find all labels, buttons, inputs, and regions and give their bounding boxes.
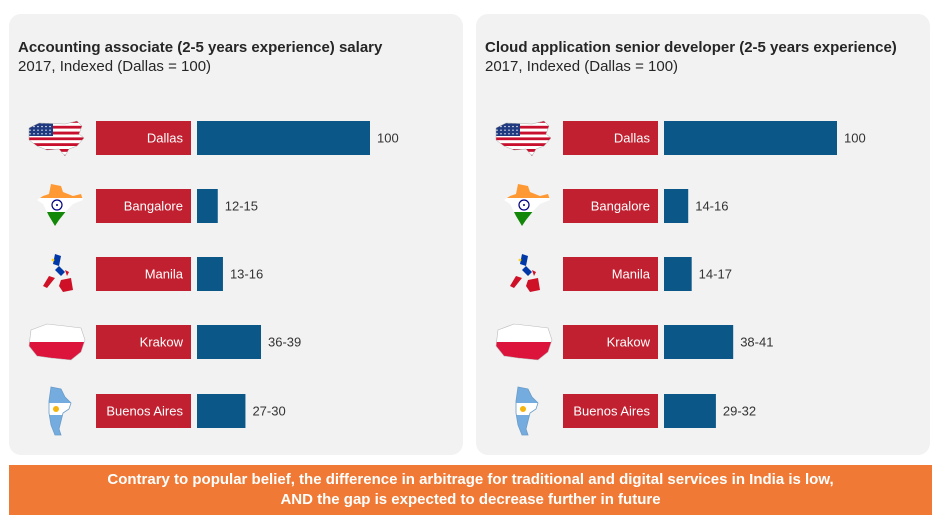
chart-title: Accounting associate (2-5 years experien… xyxy=(18,39,383,56)
india-flag-map-icon xyxy=(504,184,550,226)
city-label-box xyxy=(96,325,191,359)
city-label: Manila xyxy=(145,267,184,282)
value-label: 14-16 xyxy=(695,199,728,214)
data-bar xyxy=(664,189,689,223)
bar-chart-cloud-developer: Dallas 100 Bangalore 14-16 Manila 14-17 Krakow… xyxy=(495,120,866,436)
data-bar xyxy=(664,257,692,291)
value-label: 100 xyxy=(377,131,399,146)
data-bar xyxy=(197,394,246,428)
bar-row-buenos-aires: Buenos Aires 29-32 xyxy=(515,386,756,436)
city-label: Bangalore xyxy=(124,199,183,214)
city-label-box xyxy=(563,121,658,155)
value-label: 29-32 xyxy=(723,404,756,419)
bar-row-manila: Manila 13-16 xyxy=(43,254,263,292)
data-bar xyxy=(197,189,218,223)
city-label-box xyxy=(563,325,658,359)
value-label: 36-39 xyxy=(268,335,301,350)
banner-line-2: AND the gap is expected to decrease furt… xyxy=(280,491,661,508)
chart-subtitle: 2017, Indexed (Dallas = 100) xyxy=(18,58,212,75)
argentina-flag-map-icon xyxy=(48,386,72,436)
bar-row-buenos-aires: Buenos Aires 27-30 xyxy=(48,386,286,436)
chart-subtitle: 2017, Indexed (Dallas = 100) xyxy=(485,58,679,75)
value-label: 13-16 xyxy=(230,267,263,282)
bar-row-dallas: Dallas 100 xyxy=(28,120,399,157)
banner-line-1: Contrary to popular belief, the differen… xyxy=(107,471,834,488)
value-label: 14-17 xyxy=(699,267,732,282)
city-label: Manila xyxy=(612,267,651,282)
bar-row-krakow: Krakow 38-41 xyxy=(495,323,773,361)
city-label: Buenos Aires xyxy=(106,404,183,419)
poland-flag-map-icon xyxy=(495,323,553,361)
city-label: Krakow xyxy=(140,335,184,350)
bar-chart-accounting: Dallas 100 Bangalore 12-15 Manila 13-16 Krakow… xyxy=(28,120,399,436)
usa-flag-map-icon xyxy=(28,120,85,157)
value-label: 12-15 xyxy=(225,199,258,214)
city-label: Dallas xyxy=(147,131,184,146)
city-label-box xyxy=(96,394,191,428)
bar-row-manila: Manila 14-17 xyxy=(510,254,732,292)
philippines-flag-map-icon xyxy=(43,254,73,292)
bar-row-bangalore: Bangalore 14-16 xyxy=(504,184,728,226)
philippines-flag-map-icon xyxy=(510,254,540,292)
data-bar xyxy=(197,121,370,155)
chart-title: Cloud application senior developer (2-5 … xyxy=(485,39,897,56)
data-bar xyxy=(197,325,262,359)
data-bar xyxy=(664,121,837,155)
argentina-flag-map-icon xyxy=(515,386,539,436)
data-bar xyxy=(664,394,716,428)
city-label: Krakow xyxy=(607,335,651,350)
bar-row-dallas: Dallas 100 xyxy=(495,120,866,157)
value-label: 27-30 xyxy=(252,404,285,419)
data-bar xyxy=(197,257,223,291)
city-label: Bangalore xyxy=(591,199,650,214)
city-label-box xyxy=(96,189,191,223)
city-label-box xyxy=(563,189,658,223)
city-label-box xyxy=(563,394,658,428)
usa-flag-map-icon xyxy=(495,120,552,157)
chart-panel-accounting: Accounting associate (2-5 years experien… xyxy=(9,14,463,455)
bar-row-krakow: Krakow 36-39 xyxy=(28,323,301,361)
data-bar xyxy=(664,325,734,359)
chart-panel-cloud-developer: Cloud application senior developer (2-5 … xyxy=(476,14,930,455)
city-label: Dallas xyxy=(614,131,651,146)
value-label: 38-41 xyxy=(740,335,773,350)
value-label: 100 xyxy=(844,131,866,146)
bar-row-bangalore: Bangalore 12-15 xyxy=(37,184,258,226)
conclusion-banner: Contrary to popular belief, the differen… xyxy=(9,465,932,515)
india-flag-map-icon xyxy=(37,184,83,226)
poland-flag-map-icon xyxy=(28,323,86,361)
city-label-box xyxy=(96,121,191,155)
city-label-box xyxy=(96,257,191,291)
city-label: Buenos Aires xyxy=(573,404,650,419)
city-label-box xyxy=(563,257,658,291)
